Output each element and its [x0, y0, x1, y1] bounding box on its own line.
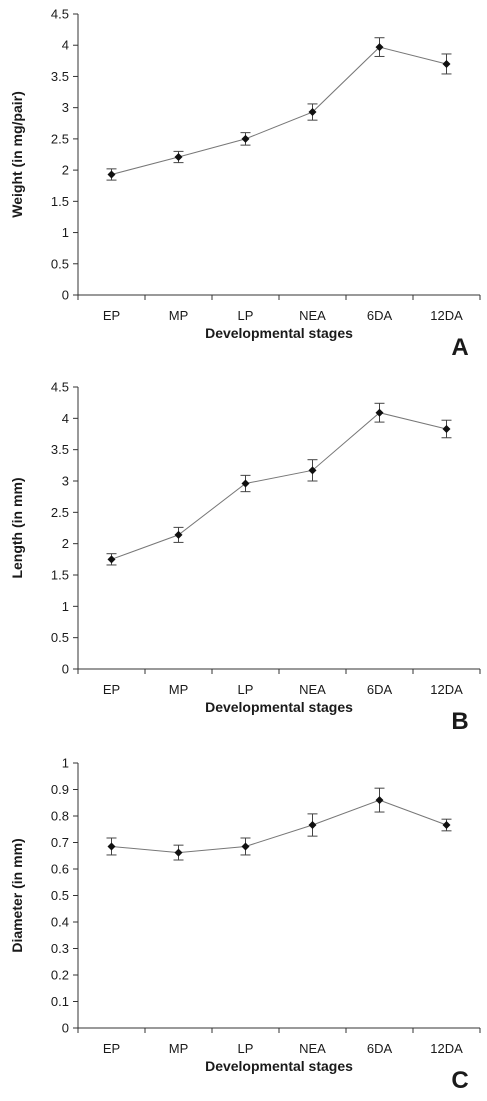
- chart-b-data-point: [241, 479, 250, 488]
- chart-a-data-point: [375, 43, 384, 52]
- chart-a-series-line: [111, 46, 447, 175]
- chart-b-x-tick-label: LP: [238, 682, 254, 697]
- chart-a-x-tick-label: LP: [238, 308, 254, 323]
- chart-a-y-tick-label: 0: [62, 288, 69, 303]
- chart-a-y-tick-label: 3: [62, 100, 69, 115]
- chart-c-data-point: [241, 842, 250, 851]
- chart-b-panel-label: B: [451, 708, 468, 735]
- chart-b-x-tick-label: EP: [103, 682, 120, 697]
- chart-a-y-tick-label: 3.5: [51, 69, 69, 84]
- chart-c-x-tick-label: LP: [238, 1041, 254, 1056]
- chart-b-data-point: [107, 555, 116, 564]
- chart-a-data-point: [442, 59, 451, 68]
- chart-b-x-tick-label: 12DA: [430, 682, 463, 697]
- chart-a-data-point: [174, 152, 183, 161]
- chart-c-y-tick-label: 0.4: [51, 915, 69, 930]
- chart-a-data-point: [107, 170, 116, 179]
- chart-a-data-point: [308, 108, 317, 117]
- chart-a-y-tick-label: 2.5: [51, 131, 69, 146]
- chart-c-panel-label: C: [451, 1067, 468, 1094]
- chart-b-y-tick-label: 0.5: [51, 630, 69, 645]
- chart-b-y-tick-label: 1.5: [51, 568, 69, 583]
- chart-a-x-tick-label: MP: [169, 308, 189, 323]
- chart-c-y-tick-label: 0.9: [51, 782, 69, 797]
- chart-c-data-point: [375, 796, 384, 805]
- chart-panel-c: 0 0.1 0.2 0.3 0.4 0.5 0.6 0.7 0.8 0.9 1 EP MP LP NEA 6D…: [0, 740, 487, 1101]
- chart-c-x-axis-title: Developmental stages: [205, 1058, 353, 1074]
- chart-b-y-tick-label: 0: [62, 662, 69, 677]
- chart-b-series-line: [111, 412, 447, 560]
- chart-b-data-point: [308, 466, 317, 475]
- chart-a-y-tick-label: 4.5: [51, 7, 69, 22]
- chart-a-y-tick-label: 1: [62, 225, 69, 240]
- chart-panel-b: 0 0.5 1 1.5 2 2.5 3 3.5 4 4.5 EP MP LP NEA 6DA 12DA Deve…: [0, 372, 487, 737]
- chart-b-data-point: [174, 530, 183, 539]
- chart-a-x-axis-title: Developmental stages: [205, 325, 353, 341]
- chart-c-y-tick-label: 0.1: [51, 994, 69, 1009]
- chart-c-x-tick-label: NEA: [299, 1041, 326, 1056]
- chart-c-y-tick-label: 0: [62, 1021, 69, 1036]
- chart-a-data-point: [241, 134, 250, 143]
- chart-a-x-tick-label: 12DA: [430, 308, 463, 323]
- chart-c-x-tick-label: EP: [103, 1041, 120, 1056]
- chart-b-y-tick-label: 1: [62, 599, 69, 614]
- chart-c-y-tick-label: 0.2: [51, 968, 69, 983]
- chart-b-y-tick-label: 3: [62, 474, 69, 489]
- chart-a-svg: 0 0.5 1 1.5 2 2.5 3 3.5 4 4.5 EP MP LP NEA 6DA 12DA Deve…: [9, 7, 481, 361]
- chart-c-y-tick-label: 0.5: [51, 888, 69, 903]
- chart-a-x-tick-label: NEA: [299, 308, 326, 323]
- chart-b-y-tick-label: 2: [62, 536, 69, 551]
- chart-c-series-line: [111, 799, 447, 854]
- chart-c-y-tick-label: 0.3: [51, 941, 69, 956]
- chart-panel-a: 0 0.5 1 1.5 2 2.5 3 3.5 4 4.5 EP MP LP NEA 6DA 12DA Deve…: [0, 0, 487, 370]
- chart-c-y-tick-label: 0.7: [51, 835, 69, 850]
- chart-c-x-tick-label: 12DA: [430, 1041, 463, 1056]
- chart-b-x-tick-label: 6DA: [367, 682, 393, 697]
- chart-c-y-tick-label: 0.8: [51, 809, 69, 824]
- chart-c-y-tick-label: 1: [62, 756, 69, 771]
- chart-c-svg: 0 0.1 0.2 0.3 0.4 0.5 0.6 0.7 0.8 0.9 1 EP MP LP NEA 6D…: [9, 756, 481, 1094]
- chart-b-data-point: [375, 408, 384, 417]
- chart-a-y-tick-label: 2: [62, 163, 69, 178]
- chart-c-y-axis-title: Diameter (in mm): [9, 838, 25, 952]
- chart-b-x-tick-label: NEA: [299, 682, 326, 697]
- chart-c-data-point: [174, 848, 183, 857]
- chart-a-y-tick-label: 4: [62, 38, 69, 53]
- chart-b-x-axis-title: Developmental stages: [205, 699, 353, 715]
- chart-a-y-tick-label: 1.5: [51, 194, 69, 209]
- chart-c-data-point: [107, 842, 116, 851]
- chart-a-y-tick-label: 0.5: [51, 256, 69, 271]
- chart-c-y-tick-label: 0.6: [51, 862, 69, 877]
- chart-c-x-tick-label: 6DA: [367, 1041, 393, 1056]
- chart-c-data-point: [308, 821, 317, 830]
- chart-c-data-point: [442, 821, 451, 830]
- chart-a-x-tick-label: 6DA: [367, 308, 393, 323]
- chart-c-x-tick-label: MP: [169, 1041, 189, 1056]
- chart-b-x-tick-label: MP: [169, 682, 189, 697]
- chart-b-svg: 0 0.5 1 1.5 2 2.5 3 3.5 4 4.5 EP MP LP NEA 6DA 12DA Deve…: [9, 380, 481, 735]
- chart-b-y-tick-label: 4.5: [51, 380, 69, 395]
- chart-b-data-point: [442, 424, 451, 433]
- chart-b-y-tick-label: 2.5: [51, 505, 69, 520]
- chart-a-x-tick-label: EP: [103, 308, 120, 323]
- chart-b-y-tick-label: 4: [62, 411, 69, 426]
- chart-a-panel-label: A: [451, 334, 468, 361]
- chart-a-y-axis-title: Weight (in mg/pair): [9, 91, 25, 218]
- chart-b-y-tick-label: 3.5: [51, 442, 69, 457]
- chart-b-y-axis-title: Length (in mm): [9, 477, 25, 578]
